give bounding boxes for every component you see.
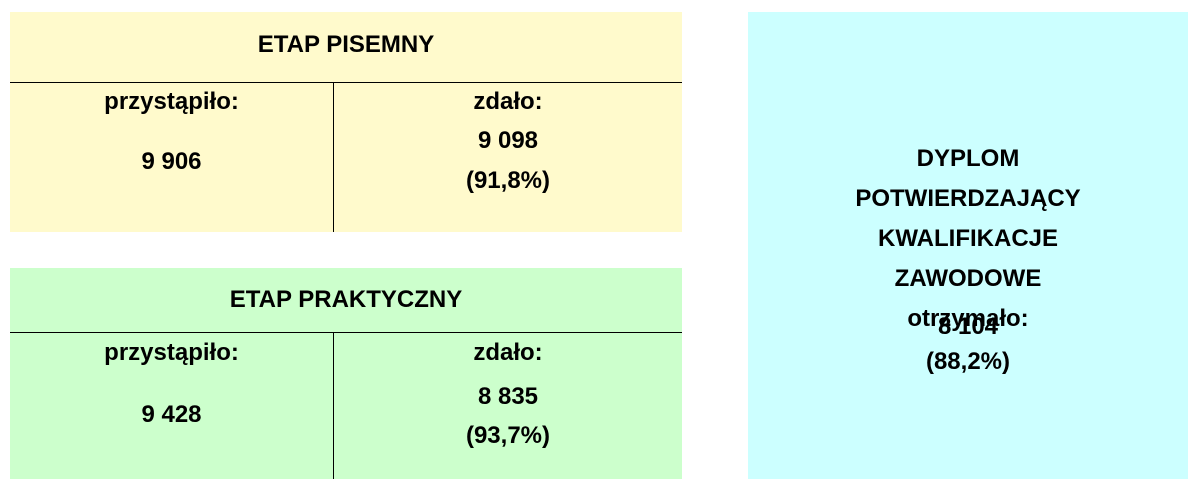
diploma-line: DYPLOM	[916, 145, 1020, 172]
divider	[333, 82, 334, 232]
panel-title: ETAP PISEMNY	[257, 31, 435, 58]
percent: (91,8%)	[465, 167, 551, 194]
diploma-line: otrzymało:	[907, 305, 1029, 332]
practical-panel: ETAP PRAKTYCZNY przystąpiło: 9 428 zdało…	[10, 268, 682, 479]
value: 9 906	[141, 148, 202, 175]
diploma-line: ZAWODOWE	[894, 265, 1042, 292]
panel-title: ETAP PRAKTYCZNY	[229, 286, 463, 313]
label: przystąpiło:	[104, 88, 239, 115]
value: 8 835	[477, 383, 539, 410]
divider	[10, 82, 682, 83]
value: 9 428	[141, 401, 202, 428]
percent: (93,7%)	[465, 422, 551, 449]
written-panel: ETAP PISEMNY przystąpiło: 9 906 zdało: 9…	[10, 12, 682, 232]
label: zdało:	[473, 88, 543, 115]
label: zdało:	[473, 339, 543, 366]
diploma-line: POTWIERDZAJĄCY	[855, 185, 1081, 212]
value: 8 104	[937, 313, 999, 340]
percent: (88,2%)	[925, 348, 1011, 375]
label: przystąpiło:	[104, 339, 239, 366]
diploma-panel: 8 104 (88,2%) DYPLOM POTWIERDZAJĄCY KWALIF…	[748, 12, 1188, 479]
divider	[10, 332, 682, 333]
diploma-line: KWALIFIKACJE	[878, 225, 1058, 252]
value: 9 098	[477, 127, 539, 154]
divider	[333, 332, 334, 479]
